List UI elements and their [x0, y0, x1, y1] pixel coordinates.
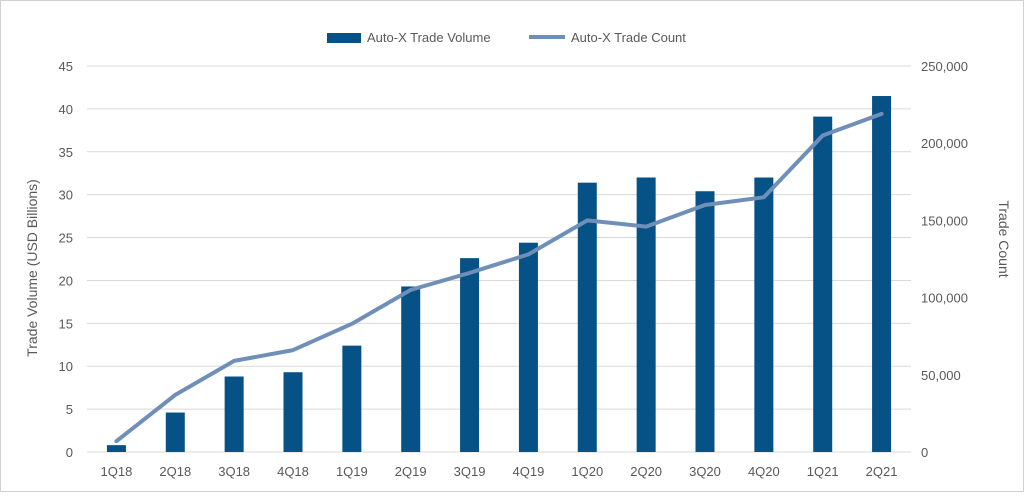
x-tick-label: 2Q19 — [395, 464, 427, 479]
legend-bar-swatch — [327, 33, 361, 43]
right-tick-label: 50,000 — [921, 368, 961, 383]
right-tick-label: 200,000 — [921, 136, 968, 151]
bar-2Q21 — [872, 96, 891, 452]
x-tick-label: 3Q20 — [689, 464, 721, 479]
left-tick-label: 15 — [59, 316, 73, 331]
bar-3Q19 — [460, 258, 479, 452]
right-tick-label: 250,000 — [921, 59, 968, 74]
left-tick-label: 35 — [59, 145, 73, 160]
x-tick-label: 1Q19 — [336, 464, 368, 479]
bar-1Q21 — [813, 117, 832, 452]
x-tick-label: 2Q21 — [866, 464, 898, 479]
left-tick-label: 30 — [59, 188, 73, 203]
left-tick-label: 0 — [66, 445, 73, 460]
bar-4Q19 — [519, 243, 538, 452]
legend: Auto-X Trade Volume Auto-X Trade Count — [327, 30, 686, 45]
x-tick-label: 3Q19 — [454, 464, 486, 479]
x-tick-label: 1Q20 — [571, 464, 603, 479]
x-tick-label: 4Q20 — [748, 464, 780, 479]
gridlines — [87, 66, 911, 452]
left-tick-label: 5 — [66, 402, 73, 417]
bar-1Q18 — [107, 445, 126, 452]
x-tick-label: 3Q18 — [218, 464, 250, 479]
right-tick-label: 100,000 — [921, 291, 968, 306]
x-tick-label: 2Q20 — [630, 464, 662, 479]
right-tick-label: 150,000 — [921, 213, 968, 228]
bar-2Q20 — [637, 178, 656, 452]
bar-4Q18 — [284, 372, 303, 452]
legend-line-label: Auto-X Trade Count — [571, 30, 686, 45]
bar-1Q19 — [342, 346, 361, 452]
left-tick-label: 25 — [59, 231, 73, 246]
left-tick-label: 45 — [59, 59, 73, 74]
right-axis-label: Trade Count — [996, 200, 1012, 277]
left-axis-ticks: 0 5 10 15 20 25 30 35 40 45 — [59, 59, 73, 460]
left-tick-label: 10 — [59, 359, 73, 374]
x-tick-label: 1Q18 — [101, 464, 133, 479]
bar-4Q20 — [754, 178, 773, 452]
right-tick-label: 0 — [921, 445, 928, 460]
bar-2Q19 — [401, 286, 420, 452]
x-tick-label: 1Q21 — [807, 464, 839, 479]
x-tick-label: 2Q18 — [159, 464, 191, 479]
x-tick-label: 4Q19 — [513, 464, 545, 479]
right-axis-ticks: 0 50,000 100,000 150,000 200,000 250,000 — [921, 59, 968, 460]
bar-3Q20 — [696, 191, 715, 452]
bar-series — [107, 96, 891, 452]
left-tick-label: 20 — [59, 273, 73, 288]
x-axis-ticks: 1Q18 2Q18 3Q18 4Q18 1Q19 2Q19 3Q19 4Q19 1Q20 2Q20… — [101, 464, 898, 479]
left-tick-label: 40 — [59, 102, 73, 117]
x-tick-label: 4Q18 — [277, 464, 309, 479]
legend-bar-label: Auto-X Trade Volume — [367, 30, 491, 45]
bar-2Q18 — [166, 413, 185, 452]
left-axis-label: Trade Volume (USD Billions) — [24, 179, 40, 357]
bar-3Q18 — [225, 377, 244, 452]
